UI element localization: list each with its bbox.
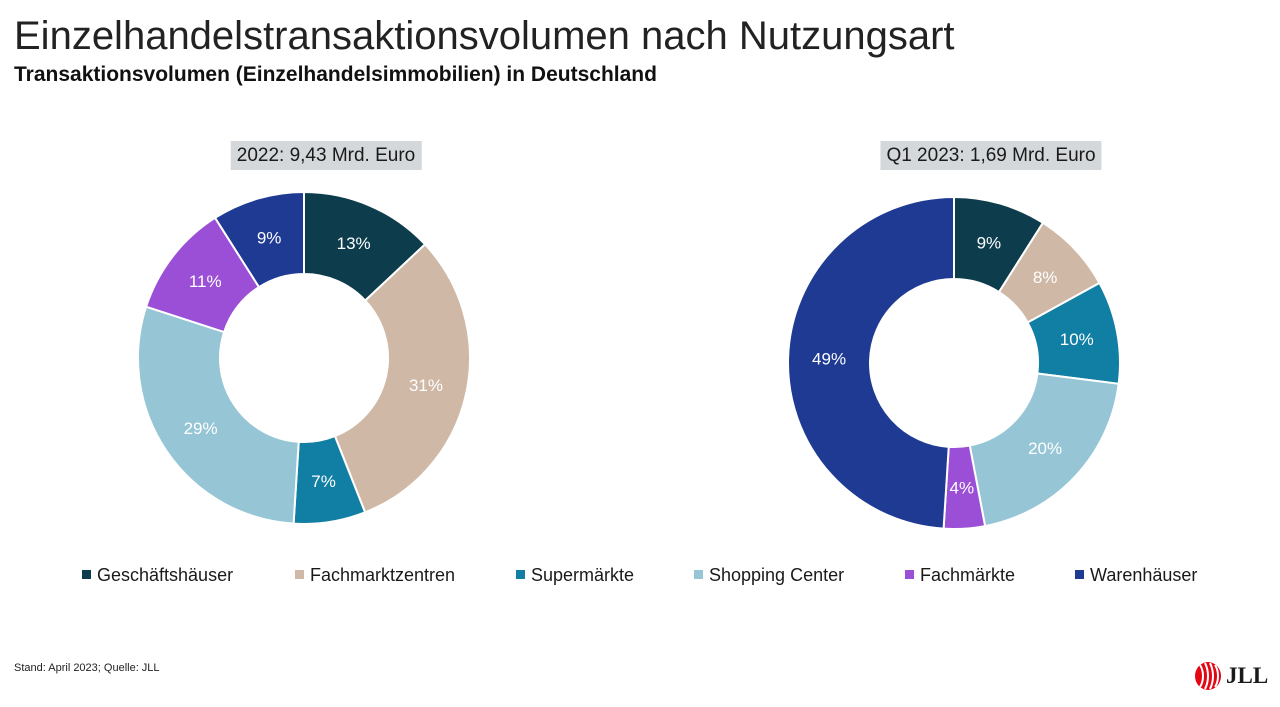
legend-item-fachmaerkte: Fachmärkte (905, 562, 1015, 588)
data-label-shopping-center: 29% (184, 419, 218, 438)
data-label-supermaerkte: 10% (1060, 330, 1094, 349)
data-label-fachmaerkte: 11% (189, 272, 222, 291)
data-label-geschaeftshaeuser: 13% (337, 234, 371, 253)
legend-swatch-geschaeftshaeuser (82, 569, 91, 579)
jll-logo: JLL (1194, 660, 1268, 692)
legend-item-fachmarktzentren: Fachmarktzentren (295, 562, 455, 588)
legend-label: Warenhäuser (1090, 565, 1198, 585)
legend-label: Shopping Center (709, 565, 845, 585)
legend-item-supermaerkte: Supermärkte (516, 562, 634, 588)
slice-shopping-center (968, 372, 1120, 528)
legend-swatch-fachmaerkte (905, 569, 914, 579)
donut-chart-q1-2023: 9% 8% 10% 20% 4% 49% (787, 195, 1121, 530)
legend-item-shopping-center: Shopping Center (694, 562, 844, 588)
legend-label: Fachmarktzentren (310, 565, 456, 585)
data-label-warenhaeuser: 9% (257, 228, 282, 247)
legend-item-geschaeftshaeuser: Geschäftshäuser (82, 562, 233, 588)
slice-fachmarktzentren (333, 242, 471, 514)
slice-warenhaeuser (213, 190, 305, 289)
data-label-warenhaeuser: 49% (812, 350, 846, 369)
legend-swatch-shopping-center (694, 569, 703, 579)
jll-logo-icon (1195, 662, 1221, 690)
logo-text: JLL (1226, 663, 1269, 688)
page-subtitle: Transaktionsvolumen (Einzelhandelsimmobi… (14, 63, 657, 86)
donut-title-q1-2023: Q1 2023: 1,69 Mrd. Euro (880, 141, 1102, 170)
legend-swatch-supermaerkte (516, 569, 525, 579)
donut-title-2022: 2022: 9,43 Mrd. Euro (230, 141, 422, 170)
slice-shopping-center (137, 305, 300, 525)
legend-label: Supermärkte (531, 565, 635, 585)
legend-item-warenhaeuser: Warenhäuser (1075, 562, 1197, 588)
legend-label: Geschäftshäuser (97, 565, 234, 585)
data-label-supermaerkte: 7% (311, 472, 336, 491)
legend: Geschäftshäuser Fachmarktzentren Supermä… (0, 562, 1280, 588)
data-label-fachmaerkte: 4% (950, 478, 975, 497)
data-label-fachmarktzentren: 8% (1033, 268, 1058, 287)
data-label-shopping-center: 20% (1028, 439, 1062, 458)
slice-warenhaeuser (787, 195, 955, 530)
data-label-fachmarktzentren: 31% (409, 376, 443, 395)
data-label-geschaeftshaeuser: 9% (977, 233, 1002, 252)
legend-swatch-warenhaeuser (1075, 569, 1084, 579)
legend-swatch-fachmarktzentren (295, 569, 304, 579)
donut-chart-2022: 13% 31% 7% 29% 11% 9% (137, 190, 471, 525)
legend-label: Fachmärkte (920, 565, 1016, 585)
source-note: Stand: April 2023; Quelle: JLL (14, 662, 160, 674)
page-title: Einzelhandelstransaktionsvolumen nach Nu… (14, 14, 955, 58)
